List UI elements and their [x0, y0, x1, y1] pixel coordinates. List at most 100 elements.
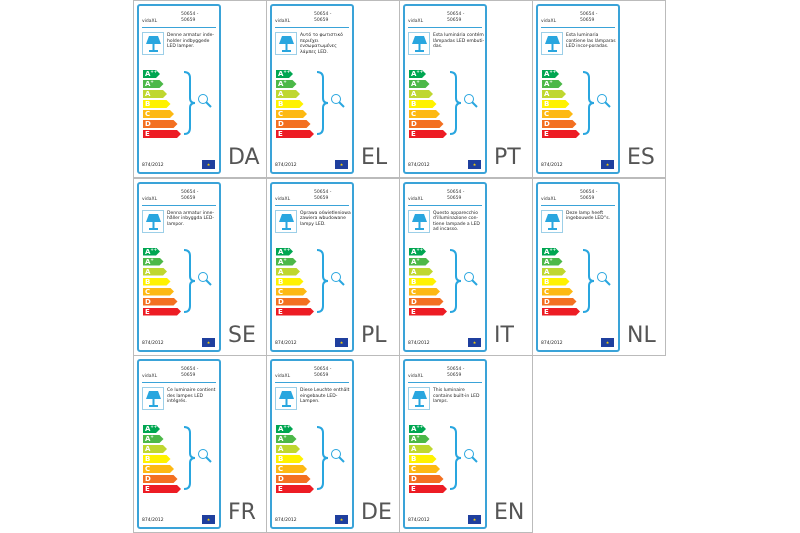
brand-name: vidaXL: [142, 196, 158, 202]
lamp-icon: [541, 209, 563, 233]
class-letter: C: [145, 465, 151, 473]
bracket-icon: [183, 248, 197, 318]
bulb-icon: [197, 448, 213, 468]
energy-class-b: B: [409, 278, 437, 286]
model-number: 50654 - 50659: [447, 12, 465, 23]
bulb-icon: [463, 448, 479, 468]
class-plus: ++: [283, 424, 291, 429]
label-cell-el: vidaXL 50654 - 50659 Αυτό το φωτιστικό περ…: [266, 0, 400, 178]
energy-class-b: B: [276, 100, 304, 108]
class-letter: D: [411, 120, 417, 128]
class-letter: A: [411, 435, 417, 443]
class-letter: D: [411, 297, 417, 306]
class-letter: A: [411, 257, 417, 266]
divider: [408, 27, 482, 28]
regulation-number: 874/2012: [275, 163, 297, 168]
energy-class-c: C: [409, 465, 440, 473]
label-cell-de: vidaXL 50654 - 50659 Diese Leuchte enthält…: [266, 355, 400, 533]
class-plus: +: [416, 79, 420, 84]
eu-flag-icon: ★: [468, 160, 481, 169]
energy-class-app: A++: [542, 248, 559, 256]
lamp-icon: [142, 387, 164, 410]
model-number: 50654 - 50659: [580, 189, 598, 201]
energy-class-b: B: [143, 100, 171, 108]
class-plus: ++: [283, 246, 291, 252]
energy-class-d: D: [409, 120, 444, 128]
class-plus: +: [150, 434, 154, 439]
bracket-icon: [316, 425, 330, 495]
energy-class-a: A: [143, 90, 167, 98]
lamp-icon: [275, 32, 297, 55]
energy-class-e: E: [143, 130, 181, 138]
label-description: Denne armatur inde-holder indbyggede LED…: [167, 33, 215, 50]
regulation-number: 874/2012: [408, 518, 430, 523]
eu-flag-icon: ★: [335, 515, 348, 524]
label-cell-da: vidaXL 50654 - 50659 Denne armatur inde-ho…: [133, 0, 267, 178]
label-cell-se: vidaXL 50654 - 50659 Denna armatur inne-hå…: [133, 177, 267, 356]
energy-class-e: E: [409, 308, 447, 316]
energy-class-a: A: [276, 445, 300, 453]
divider: [275, 382, 349, 383]
class-letter: A: [411, 445, 417, 453]
brand-name: vidaXL: [541, 19, 557, 24]
regulation-number: 874/2012: [275, 518, 297, 523]
model-number: 50654 - 50659: [314, 189, 332, 201]
bracket-icon: [183, 70, 197, 140]
class-letter: E: [278, 485, 283, 493]
energy-label-card: vidaXL 50654 - 50659 Αυτό το φωτιστικό περ…: [270, 4, 354, 174]
divider: [142, 27, 216, 28]
class-plus: +: [283, 434, 287, 439]
energy-label-card: vidaXL 50654 - 50659 Esta luminaria contie…: [536, 4, 620, 174]
bracket-icon: [316, 70, 330, 140]
energy-class-a: A: [409, 268, 433, 276]
class-plus: +: [150, 79, 154, 84]
eu-flag-icon: ★: [202, 337, 215, 347]
energy-class-app: A++: [409, 425, 426, 433]
class-plus: +: [416, 434, 420, 439]
class-letter: A: [544, 90, 550, 98]
brand-name: vidaXL: [275, 19, 291, 24]
class-letter: B: [278, 455, 284, 463]
energy-class-c: C: [276, 288, 307, 296]
energy-class-d: D: [276, 475, 311, 483]
divider: [541, 204, 615, 206]
energy-label-card: vidaXL 50654 - 50659 Deze lamp heeft ingeb…: [536, 181, 620, 352]
label-description: Denna armatur inne-håller inbyggda LED-l…: [167, 210, 215, 227]
energy-class-c: C: [276, 465, 307, 473]
energy-class-ap: A+: [276, 80, 297, 88]
regulation-number: 874/2012: [541, 340, 563, 346]
energy-class-ap: A+: [409, 258, 430, 266]
energy-class-b: B: [276, 455, 304, 463]
class-letter: D: [278, 297, 284, 306]
bracket-icon: [449, 248, 463, 318]
model-number: 50654 - 50659: [580, 12, 598, 23]
energy-label-card: vidaXL 50654 - 50659 This luminaire contai…: [403, 359, 487, 529]
eu-flag-icon: ★: [335, 337, 348, 347]
class-letter: E: [411, 307, 416, 316]
energy-class-a: A: [542, 90, 566, 98]
label-description: Questo apparecchio d'illuminazione con-t…: [433, 210, 480, 233]
regulation-number: 874/2012: [142, 163, 164, 168]
class-letter: A: [411, 70, 417, 78]
class-letter: D: [544, 297, 550, 306]
class-plus: +: [283, 256, 287, 262]
class-plus: +: [549, 79, 553, 84]
class-letter: A: [544, 267, 550, 276]
class-letter: B: [278, 100, 284, 108]
energy-class-a: A: [409, 90, 433, 98]
energy-class-d: D: [143, 120, 178, 128]
class-letter: A: [145, 247, 151, 256]
energy-class-e: E: [276, 308, 314, 316]
class-letter: A: [411, 425, 417, 433]
energy-class-d: D: [276, 120, 311, 128]
energy-class-ap: A+: [542, 258, 563, 266]
class-letter: D: [145, 120, 151, 128]
class-letter: A: [544, 70, 550, 78]
energy-class-ap: A+: [409, 435, 430, 443]
energy-class-app: A++: [143, 70, 160, 78]
class-letter: D: [411, 475, 417, 483]
class-letter: C: [411, 287, 417, 296]
label-description: Deze lamp heeft ingebouwde LED''s.: [566, 210, 610, 222]
class-plus: ++: [416, 246, 424, 252]
class-plus: ++: [416, 69, 424, 74]
